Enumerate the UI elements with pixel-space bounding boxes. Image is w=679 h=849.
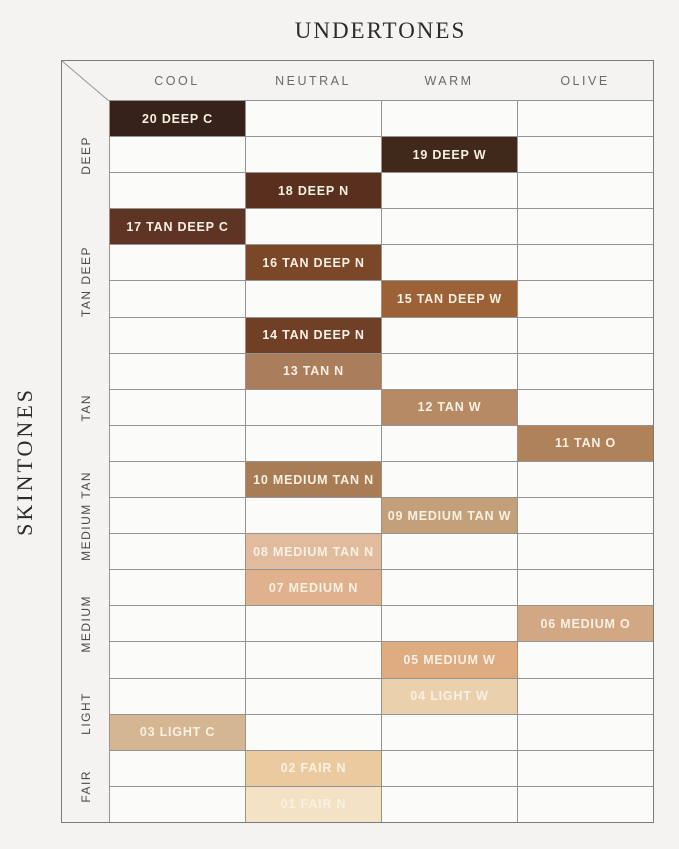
empty-cell bbox=[110, 317, 245, 353]
empty-cell bbox=[110, 786, 245, 822]
shade-cell-14-tan-deep-n: 14 TAN DEEP N bbox=[246, 317, 381, 353]
skintones-axis-label: SKINTONES bbox=[12, 386, 37, 536]
empty-cell bbox=[246, 606, 381, 642]
empty-cell bbox=[382, 425, 517, 461]
empty-cell bbox=[518, 389, 653, 425]
empty-cell bbox=[382, 461, 517, 498]
shade-cell-04-light-w: 04 LIGHT W bbox=[382, 678, 517, 714]
skintone-groups: DEEP TAN DEEP TAN MEDIUM TAN MEDIUM LIGHT FAIR bbox=[62, 101, 109, 822]
shade-cell-03-light-c: 03 LIGHT C bbox=[110, 714, 245, 750]
empty-cell bbox=[518, 101, 653, 137]
empty-cell bbox=[110, 642, 245, 678]
empty-cell bbox=[382, 714, 517, 750]
empty-cell bbox=[382, 101, 517, 137]
empty-cell bbox=[382, 353, 517, 389]
empty-cell bbox=[246, 281, 381, 317]
empty-cell bbox=[518, 750, 653, 786]
empty-cell bbox=[518, 461, 653, 498]
empty-cell bbox=[518, 678, 653, 714]
empty-cell bbox=[110, 137, 245, 173]
shade-cell-16-tan-deep-n: 16 TAN DEEP N bbox=[246, 245, 381, 281]
empty-cell bbox=[110, 498, 245, 534]
empty-cell bbox=[382, 245, 517, 281]
empty-cell bbox=[518, 281, 653, 317]
group-label-tan-deep: TAN DEEP bbox=[78, 245, 93, 317]
group-label-deep: DEEP bbox=[78, 135, 93, 175]
empty-cell bbox=[110, 606, 245, 642]
shade-cell-05-medium-w: 05 MEDIUM W bbox=[382, 642, 517, 678]
empty-cell bbox=[518, 317, 653, 353]
empty-cell bbox=[518, 534, 653, 570]
empty-cell bbox=[246, 498, 381, 534]
shade-cell-09-medium-tan-w: 09 MEDIUM TAN W bbox=[382, 498, 517, 534]
empty-cell bbox=[246, 389, 381, 425]
empty-cell bbox=[110, 461, 245, 498]
column-header-cool: COOL bbox=[154, 73, 200, 88]
empty-cell bbox=[110, 353, 245, 389]
group-label-medium-tan: MEDIUM TAN bbox=[78, 470, 93, 561]
column-header-neutral: NEUTRAL bbox=[275, 73, 351, 88]
empty-cell bbox=[246, 137, 381, 173]
empty-cell bbox=[246, 425, 381, 461]
empty-cell bbox=[110, 570, 245, 606]
page-title: UNDERTONES bbox=[294, 18, 467, 43]
group-label-medium: MEDIUM bbox=[78, 594, 93, 653]
empty-cell bbox=[518, 570, 653, 606]
empty-cell bbox=[518, 245, 653, 281]
corner-diagonal bbox=[61, 60, 110, 102]
empty-cell bbox=[518, 714, 653, 750]
empty-cell bbox=[110, 173, 245, 209]
shade-grid: 20 DEEP C 19 DEEP W 18 DEEP N 17 TAN DEEP C… bbox=[109, 101, 653, 822]
empty-cell bbox=[382, 750, 517, 786]
empty-cell bbox=[246, 714, 381, 750]
shade-cell-07-medium-n: 07 MEDIUM N bbox=[246, 570, 381, 606]
empty-cell bbox=[382, 786, 517, 822]
shade-cell-06-medium-o: 06 MEDIUM O bbox=[518, 606, 653, 642]
empty-cell bbox=[110, 389, 245, 425]
empty-cell bbox=[382, 173, 517, 209]
empty-cell bbox=[518, 353, 653, 389]
group-label-fair: FAIR bbox=[78, 769, 93, 803]
shade-matrix-table: COOL NEUTRAL WARM OLIVE DEEP TAN DEEP TAN MEDI… bbox=[61, 60, 654, 823]
group-label-tan: TAN bbox=[78, 393, 93, 422]
empty-cell bbox=[518, 786, 653, 822]
shade-cell-08-medium-tan-n: 08 MEDIUM TAN N bbox=[246, 534, 381, 570]
shade-cell-19-deep-w: 19 DEEP W bbox=[382, 137, 517, 173]
shade-cell-01-fair-n: 01 FAIR N bbox=[246, 786, 381, 822]
empty-cell bbox=[382, 606, 517, 642]
empty-cell bbox=[110, 534, 245, 570]
empty-cell bbox=[246, 101, 381, 137]
empty-cell bbox=[382, 570, 517, 606]
empty-cell bbox=[110, 281, 245, 317]
empty-cell bbox=[110, 678, 245, 714]
empty-cell bbox=[110, 750, 245, 786]
empty-cell bbox=[518, 642, 653, 678]
shade-cell-20-deep-c: 20 DEEP C bbox=[110, 101, 245, 137]
empty-cell bbox=[518, 173, 653, 209]
empty-cell bbox=[246, 209, 381, 245]
empty-cell bbox=[382, 534, 517, 570]
empty-cell bbox=[246, 642, 381, 678]
column-header-warm: WARM bbox=[424, 73, 474, 88]
shade-cell-12-tan-w: 12 TAN W bbox=[382, 389, 517, 425]
group-label-light: LIGHT bbox=[78, 692, 93, 736]
column-header-olive: OLIVE bbox=[560, 73, 610, 88]
shade-cell-11-tan-o: 11 TAN O bbox=[518, 425, 653, 461]
empty-cell bbox=[518, 498, 653, 534]
empty-cell bbox=[382, 317, 517, 353]
empty-cell bbox=[110, 245, 245, 281]
empty-cell bbox=[382, 209, 517, 245]
shade-cell-17-tan-deep-c: 17 TAN DEEP C bbox=[110, 209, 245, 245]
shade-cell-15-tan-deep-w: 15 TAN DEEP W bbox=[382, 281, 517, 317]
empty-cell bbox=[246, 678, 381, 714]
shade-cell-13-tan-n: 13 TAN N bbox=[246, 353, 381, 389]
shade-cell-10-medium-tan-n: 10 MEDIUM TAN N bbox=[246, 461, 381, 498]
empty-cell bbox=[518, 209, 653, 245]
empty-cell bbox=[110, 425, 245, 461]
shade-cell-18-deep-n: 18 DEEP N bbox=[246, 173, 381, 209]
shade-cell-02-fair-n: 02 FAIR N bbox=[246, 750, 381, 786]
empty-cell bbox=[518, 137, 653, 173]
undertone-header-row: COOL NEUTRAL WARM OLIVE bbox=[109, 61, 653, 101]
